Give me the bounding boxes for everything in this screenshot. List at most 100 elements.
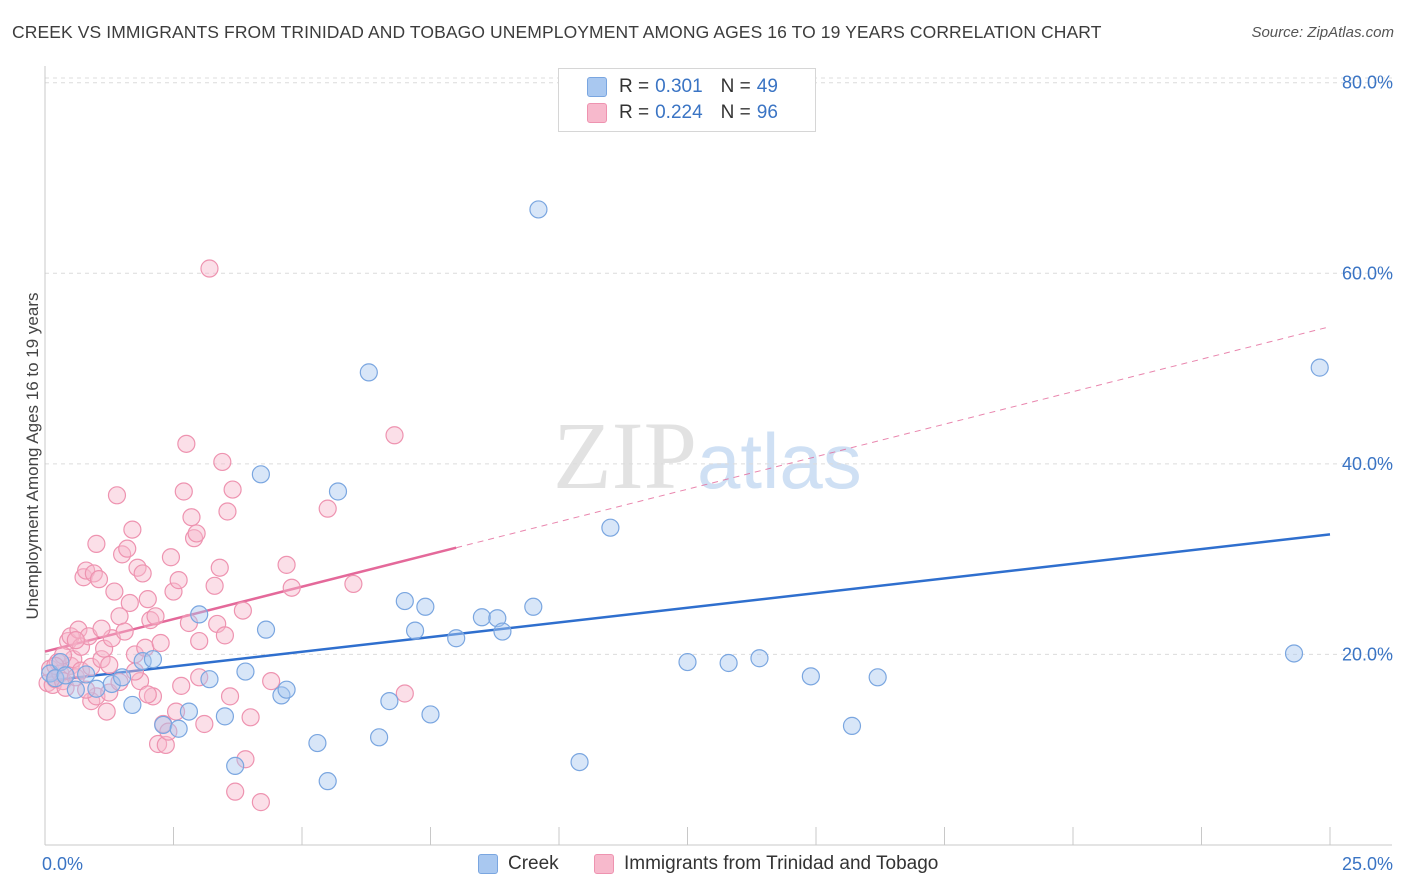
y-tick-label-20: 20.0% xyxy=(1342,644,1393,664)
trinidad-point xyxy=(164,582,183,601)
creek-point xyxy=(405,621,425,640)
legend-creek-swatch xyxy=(587,77,607,97)
x-tick-label-max: 25.0% xyxy=(1342,854,1393,874)
creek-point xyxy=(154,715,173,735)
tick-labels: 20.0% 40.0% 60.0% 80.0% 0.0% 25.0% xyxy=(42,73,1393,874)
creek-point xyxy=(370,728,389,747)
creek-point xyxy=(77,665,96,684)
trinidad-point xyxy=(385,426,404,445)
trinidad-point xyxy=(190,631,209,651)
creek-point xyxy=(524,597,543,616)
creek-point xyxy=(318,772,337,791)
watermark-zip: ZIP xyxy=(553,402,697,509)
legend-creek-r-label: R = xyxy=(619,76,650,97)
trinidad-point xyxy=(138,590,157,609)
creek-point xyxy=(801,667,820,686)
creek-point xyxy=(251,465,270,484)
trinidad-point xyxy=(177,434,196,453)
grid-lines xyxy=(45,77,1392,655)
creek-point xyxy=(719,653,738,673)
creek-point xyxy=(380,692,399,711)
trinidad-point xyxy=(112,545,132,564)
trend-line-trinidad xyxy=(44,546,457,653)
creek-point xyxy=(51,652,70,672)
trend-line-creek xyxy=(44,533,1331,683)
trend-lines xyxy=(44,326,1331,683)
trinidad-point xyxy=(213,452,232,472)
creek-point xyxy=(112,668,132,687)
trinidad-point xyxy=(115,622,134,641)
legend-row-creek: R = 0.301 N = 49 xyxy=(587,75,778,99)
legend-trinidad-n-value: 96 xyxy=(756,102,778,123)
bottom-legend-trinidad-label: Immigrants from Trinidad and Tobago xyxy=(624,853,939,874)
creek-point xyxy=(66,680,85,699)
trinidad-point xyxy=(277,555,296,574)
creek-point xyxy=(179,702,199,721)
trinidad-point xyxy=(184,529,204,548)
creek-point xyxy=(416,597,435,616)
creek-point xyxy=(1284,644,1304,663)
creek-point xyxy=(308,733,327,753)
creek-point xyxy=(842,716,862,735)
source-label: Source: ZipAtlas.com xyxy=(1251,24,1394,41)
creek-point xyxy=(1310,358,1329,377)
trinidad-point xyxy=(120,593,139,613)
creek-point xyxy=(226,756,245,776)
creek-point xyxy=(277,680,296,699)
trinidad-point xyxy=(251,793,270,812)
trend-line-trinidad-extension xyxy=(456,326,1331,549)
trinidad-point xyxy=(107,486,127,505)
trinidad-point xyxy=(262,672,281,691)
creek-point xyxy=(143,650,163,669)
creek-point xyxy=(190,605,209,624)
trinidad-point xyxy=(195,714,214,734)
trinidad-point xyxy=(169,571,188,590)
trinidad-point xyxy=(182,508,201,527)
watermark: ZIPatlas xyxy=(553,400,862,511)
trinidad-point xyxy=(200,259,219,278)
creek-point xyxy=(87,679,106,698)
trinidad-point xyxy=(118,539,137,558)
creek-point xyxy=(236,662,255,681)
creek-point xyxy=(868,668,887,687)
trinidad-point xyxy=(233,601,252,620)
creek-point xyxy=(395,591,414,611)
trinidad-point xyxy=(210,558,229,577)
creek-point xyxy=(56,666,75,685)
y-tick-label-80: 80.0% xyxy=(1342,73,1393,93)
legend-creek-n-value: 49 xyxy=(756,76,778,97)
bottom-legend-creek-label: Creek xyxy=(508,853,559,874)
legend-trinidad-r-label: R = xyxy=(619,102,650,123)
trinidad-point xyxy=(205,576,224,595)
creek-point xyxy=(421,705,440,724)
bottom-legend-trinidad-swatch xyxy=(594,854,614,874)
creek-point xyxy=(601,518,620,537)
trinidad-point xyxy=(148,734,168,754)
creek-point xyxy=(272,686,291,705)
legend-trinidad-r-value: 0.224 xyxy=(655,102,703,123)
legend-trinidad-swatch xyxy=(587,103,607,123)
trinidad-point xyxy=(130,672,150,691)
creek-point xyxy=(472,608,491,627)
y-axis-label: Unemployment Among Ages 16 to 19 years xyxy=(23,292,42,620)
trinidad-point xyxy=(174,482,193,501)
trinidad-point xyxy=(395,684,414,703)
creek-point xyxy=(200,670,219,689)
creek-point xyxy=(678,652,697,672)
legend-row-trinidad: R = 0.224 N = 96 xyxy=(587,101,778,125)
y-tick-label-60: 60.0% xyxy=(1342,263,1393,283)
trinidad-point xyxy=(138,685,157,704)
trinidad-point xyxy=(161,548,181,567)
trinidad-point xyxy=(344,574,363,594)
trinidad-point xyxy=(223,480,242,499)
series-creek-points xyxy=(41,200,1329,791)
trinidad-point xyxy=(236,750,255,769)
creek-point xyxy=(328,482,348,501)
creek-point xyxy=(488,609,507,628)
trinidad-point xyxy=(146,607,165,626)
creek-point xyxy=(256,620,276,639)
trinidad-point xyxy=(128,558,147,577)
trinidad-point xyxy=(66,631,85,650)
creek-point xyxy=(215,707,234,726)
creek-point xyxy=(169,719,188,738)
